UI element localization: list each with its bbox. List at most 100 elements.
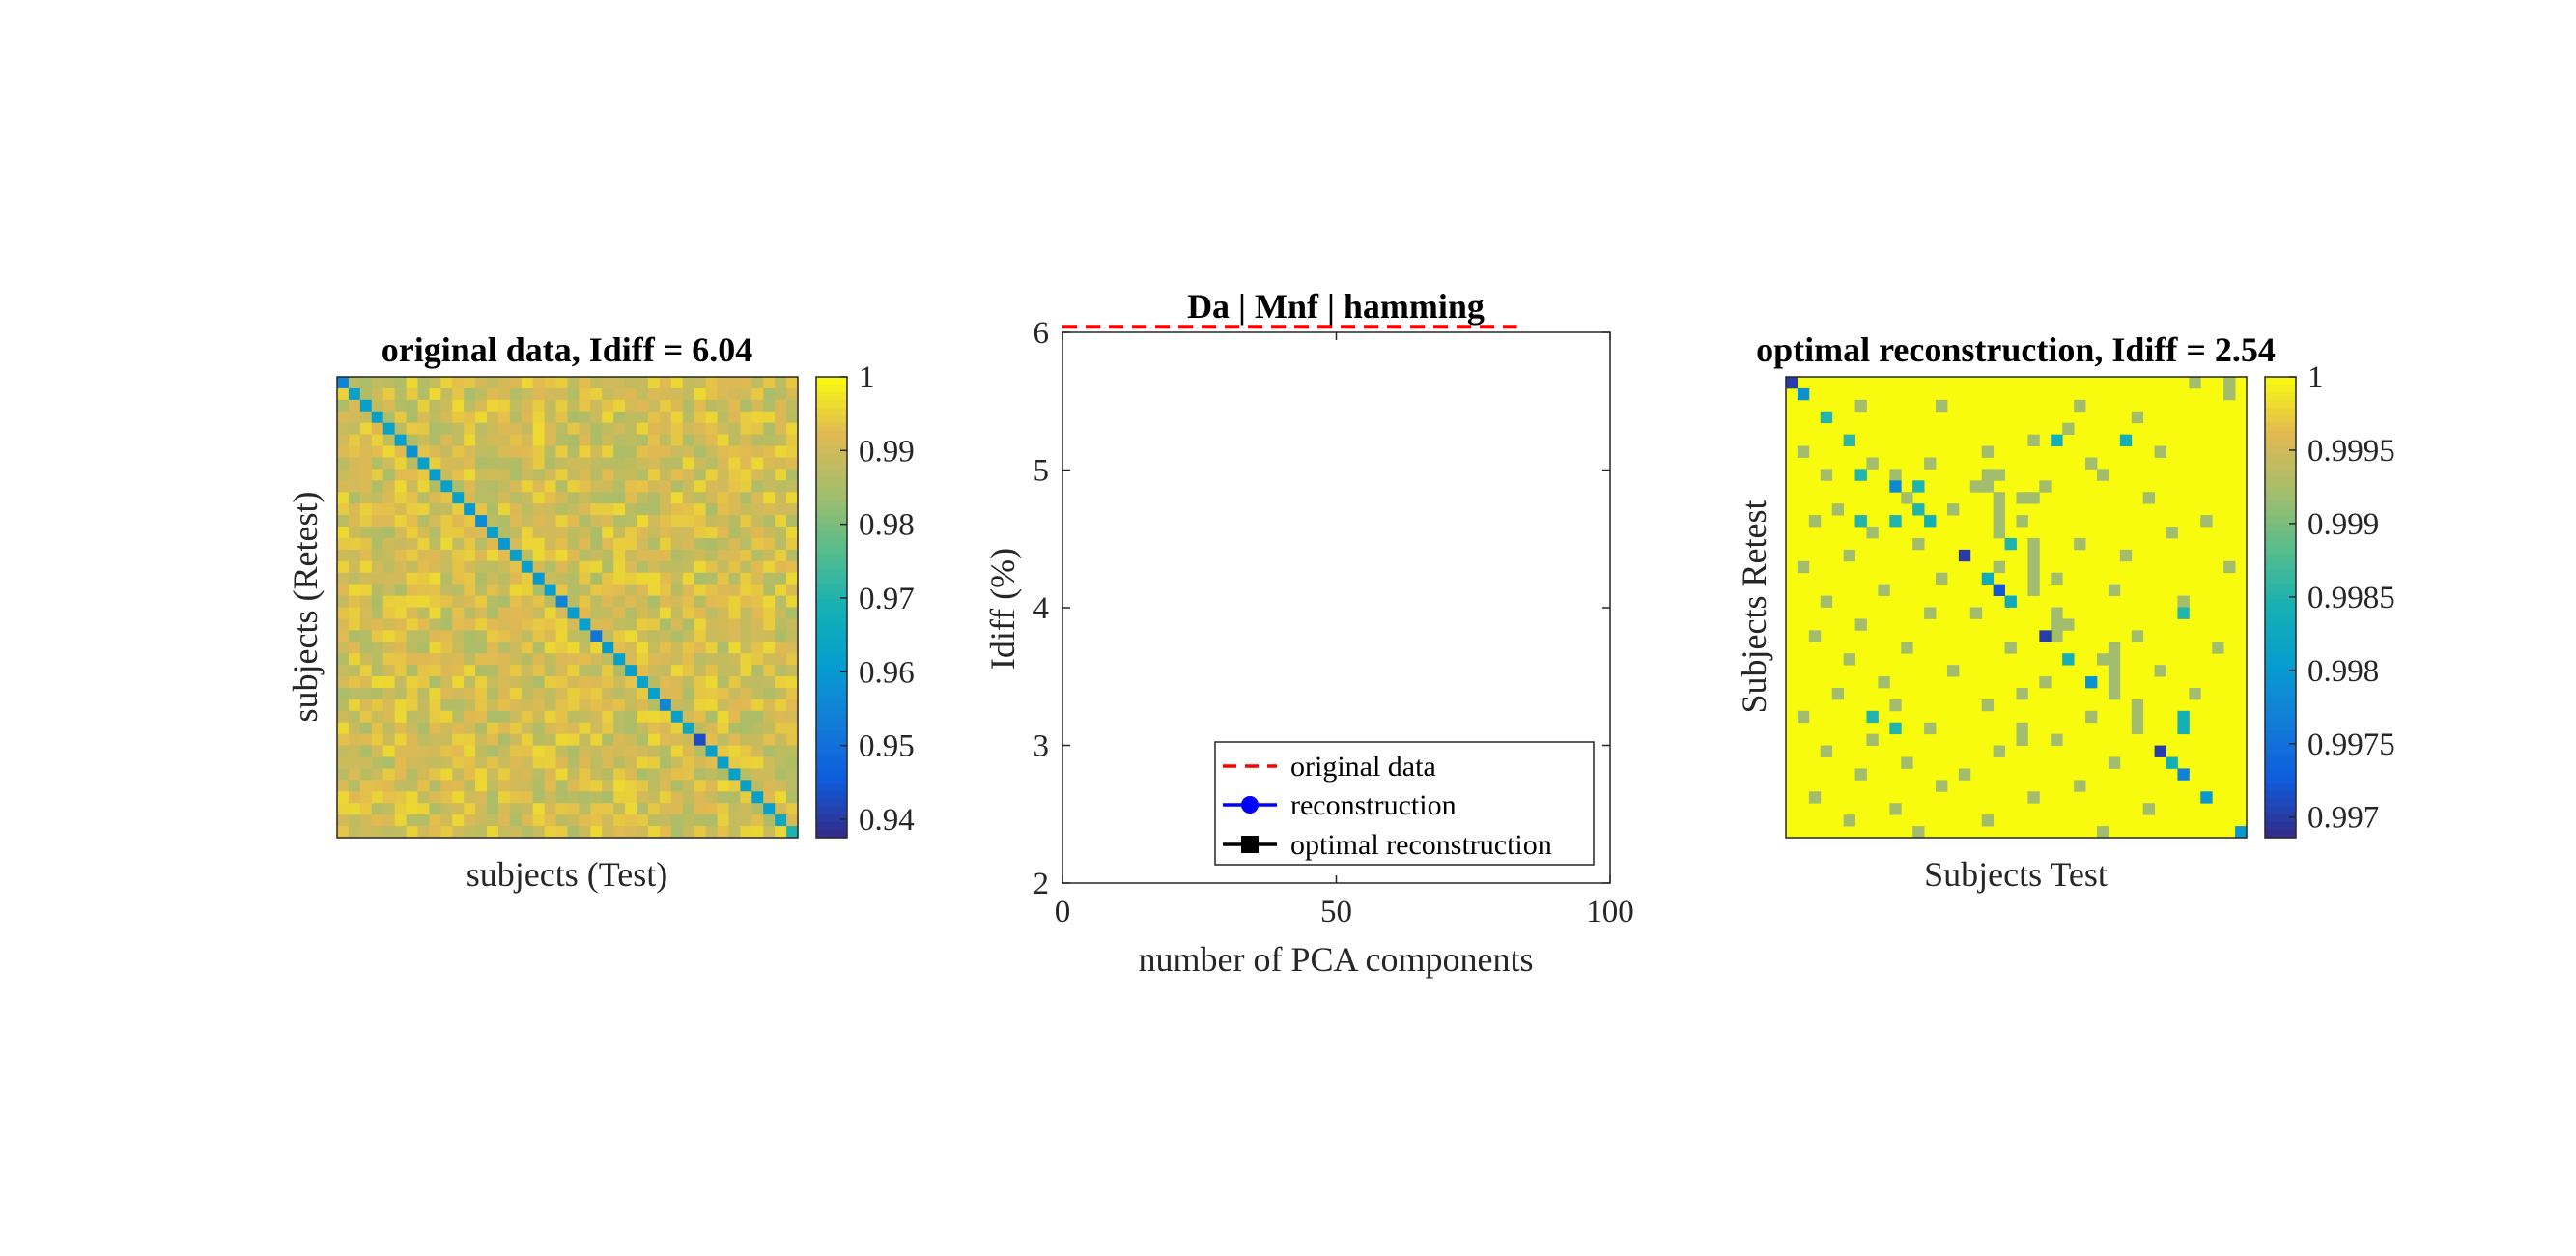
heatmap-cell <box>647 710 661 724</box>
heatmap-cell <box>532 399 546 413</box>
heatmap-cell <box>647 791 661 804</box>
heatmap-cell <box>509 699 523 712</box>
heatmap-cell <box>590 584 603 597</box>
heatmap-cell <box>521 527 534 539</box>
heatmap-cell <box>359 791 373 804</box>
heatmap-cell <box>452 607 465 619</box>
heatmap-cell <box>429 665 441 677</box>
heatmap-cell <box>406 687 418 700</box>
heatmap-cell <box>670 756 684 769</box>
heatmap-cell <box>728 527 741 539</box>
heatmap-cell <box>532 710 546 724</box>
heatmap-cell <box>775 630 787 642</box>
heatmap-cell <box>406 814 418 827</box>
heatmap-cell <box>694 537 707 551</box>
heatmap-cell <box>705 422 719 436</box>
heatmap-cell <box>705 687 719 700</box>
heatmap-cell <box>544 445 557 458</box>
colorbar-tick-label: 0.997 <box>2307 801 2379 836</box>
heatmap-cell <box>417 687 430 700</box>
heatmap-cell <box>602 399 614 413</box>
heatmap-cell <box>532 560 546 574</box>
heatmap-cell <box>487 687 499 700</box>
heatmap-cell <box>602 733 614 747</box>
heatmap-cell <box>740 665 752 677</box>
heatmap-cell <box>440 549 453 562</box>
heatmap-cell <box>359 687 373 700</box>
heatmap-cell <box>359 780 373 792</box>
heatmap-cell <box>786 492 799 504</box>
heatmap-cell <box>440 445 453 458</box>
heatmap-cell <box>694 503 707 516</box>
heatmap-cell <box>2166 527 2178 539</box>
heatmap-cell <box>670 527 684 539</box>
heatmap-cell <box>659 457 672 470</box>
heatmap-cell <box>417 584 430 597</box>
heatmap-cell <box>579 733 591 747</box>
heatmap-cell <box>348 653 361 666</box>
heatmap-cell <box>740 584 752 597</box>
heatmap-cell <box>382 457 396 470</box>
heatmap-cell <box>602 699 614 712</box>
heatmap-cell <box>775 607 787 619</box>
heatmap-cell <box>359 722 373 735</box>
heatmap-cell <box>637 492 649 504</box>
heatmap-cell <box>717 710 729 724</box>
heatmap-cell <box>740 515 752 528</box>
heatmap-cell <box>521 480 534 493</box>
heatmap-cell <box>532 469 546 481</box>
heatmap-cell <box>2154 445 2166 458</box>
heatmap-cell <box>509 515 523 528</box>
colorbar-frame <box>815 376 848 839</box>
heatmap-cell <box>359 733 373 747</box>
heatmap-cell <box>613 399 626 413</box>
heatmap-cell <box>382 445 396 458</box>
heatmap-cell <box>2131 722 2144 735</box>
heatmap-cell <box>602 445 614 458</box>
heatmap-cell <box>1866 527 1879 539</box>
heatmap-cell <box>464 687 476 700</box>
colorbar-segment <box>816 576 847 585</box>
heatmap-cell <box>464 377 476 389</box>
heatmap-cell <box>406 527 418 539</box>
heatmap-cell <box>487 549 499 562</box>
heatmap-cell <box>579 653 591 666</box>
heatmap-cell <box>452 411 465 424</box>
heatmap-diagonal-cell <box>728 768 741 781</box>
heatmap-cell <box>740 826 752 839</box>
heatmap-cell <box>659 618 672 631</box>
heatmap-cell <box>382 572 396 585</box>
heatmap-cell <box>694 595 707 609</box>
colorbar-segment <box>816 807 847 815</box>
heatmap-cell <box>590 527 603 539</box>
heatmap-cell <box>659 826 672 839</box>
heatmap-cell <box>544 791 557 804</box>
heatmap-cell <box>509 399 523 413</box>
heatmap-cell <box>705 584 719 597</box>
heatmap-cell <box>452 549 465 562</box>
heatmap-diagonal-cell <box>475 515 488 528</box>
heatmap-cell <box>475 699 488 712</box>
heatmap-cell <box>670 826 684 839</box>
heatmap-cell <box>371 595 384 609</box>
heatmap-cell <box>394 457 408 470</box>
heatmap-cell <box>544 411 557 424</box>
heatmap-cell <box>509 434 523 447</box>
heatmap-cell <box>775 422 787 436</box>
heatmap-cell <box>637 768 649 781</box>
heatmap-cell <box>406 768 418 781</box>
heatmap-cell <box>371 630 384 642</box>
heatmap-cell <box>337 411 350 424</box>
heatmap-cell <box>579 560 591 574</box>
colorbar-segment <box>816 453 847 463</box>
heatmap-cell <box>429 803 441 815</box>
heatmap-cell <box>1993 745 2005 757</box>
heatmap-cell <box>775 826 787 839</box>
heatmap-cell <box>475 445 488 458</box>
heatmap-cell <box>371 492 384 504</box>
heatmap-cell <box>509 527 523 539</box>
heatmap-cell <box>337 768 350 781</box>
heatmap-cell <box>2074 399 2086 413</box>
heatmap-cell <box>348 814 361 827</box>
heatmap-cell <box>440 665 453 677</box>
